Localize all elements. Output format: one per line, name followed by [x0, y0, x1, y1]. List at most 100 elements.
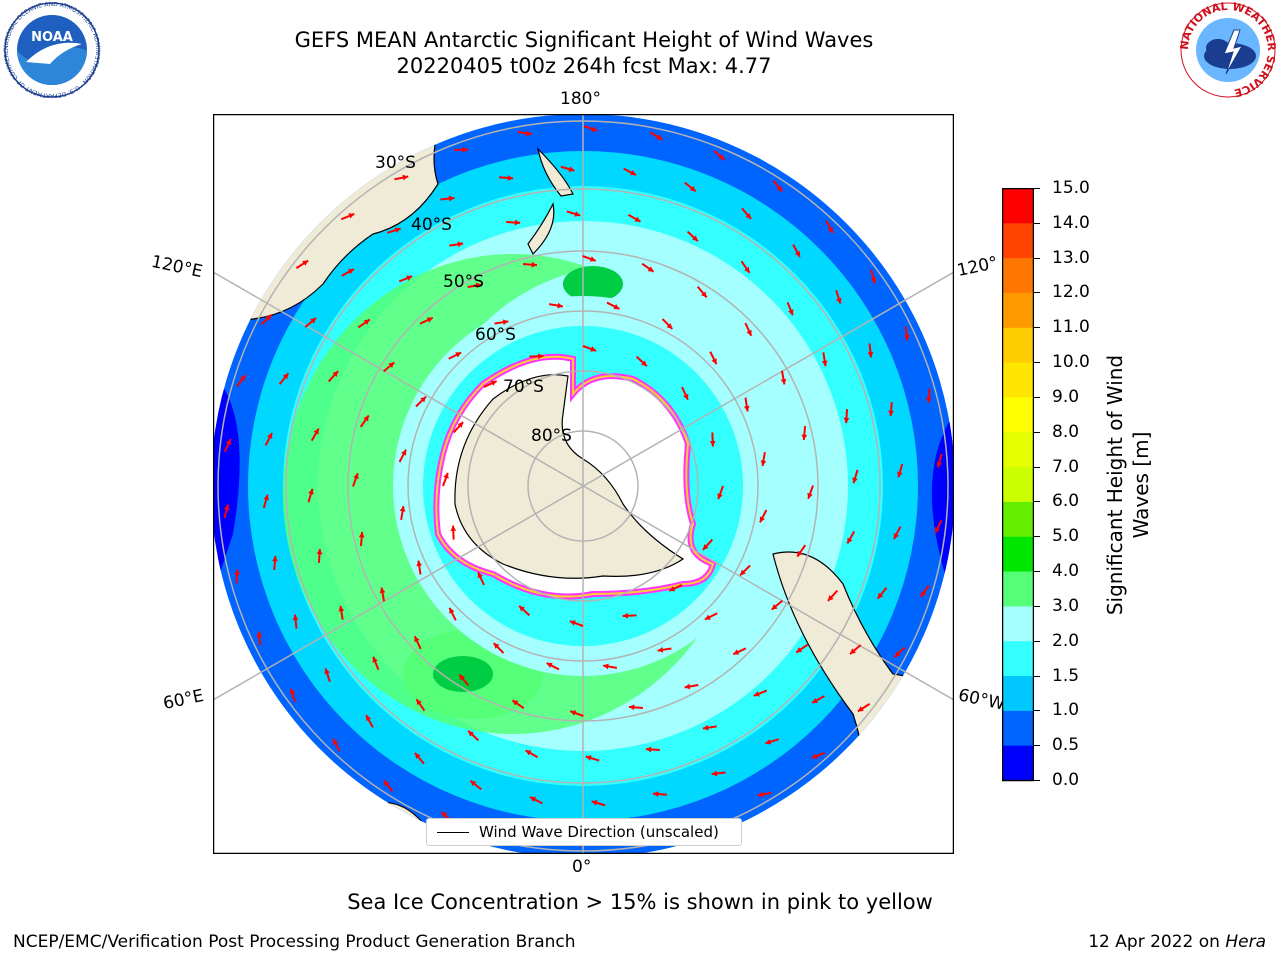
wave-arrow-head — [457, 422, 464, 428]
wave-arrow-head — [811, 753, 818, 759]
wave-arrow-head — [282, 373, 289, 380]
wave-arrow-head — [347, 269, 354, 275]
wave-arrow-head — [443, 472, 449, 479]
colorbar-tick-mark — [1034, 571, 1040, 573]
wave-arrow-head — [759, 516, 765, 523]
wave-arrow-head — [683, 393, 689, 400]
wave-arrow-head — [457, 241, 464, 248]
wave-arrow-head — [289, 688, 296, 695]
wave-arrow-head — [692, 235, 698, 242]
wave-arrow-head — [669, 586, 676, 592]
wave-arrow-head — [760, 460, 767, 466]
colorbar-tick-label: 4.0 — [1052, 561, 1080, 582]
wave-arrow-head — [701, 291, 707, 298]
wave-arrow-head — [765, 739, 772, 745]
wave-arrow-head — [590, 346, 597, 352]
lat-label-40s: 40°S — [411, 215, 452, 235]
wave-arrow-head — [449, 607, 455, 614]
colorbar-tick-label: 0.0 — [1052, 770, 1080, 790]
lon-label-upper-right: 120° — [955, 252, 1000, 282]
colorbar-tick-mark — [1034, 675, 1040, 677]
wave-arrow-head — [827, 595, 834, 601]
wave-arrow-head — [788, 309, 794, 316]
wave-arrow-head — [821, 360, 828, 367]
colorbar-tick-label: 12.0 — [1052, 282, 1090, 303]
wave-arrow-head — [507, 175, 514, 181]
colorbar-segment — [1002, 327, 1034, 363]
colorbar-tick-label: 11.0 — [1052, 317, 1090, 338]
wave-arrow-head — [666, 323, 673, 329]
wave-arrow-head — [353, 473, 359, 480]
colorbar-tick-label: 5.0 — [1052, 526, 1080, 547]
colorbar-tick-mark — [1034, 431, 1040, 433]
wave-arrow-head — [416, 699, 422, 706]
wave-arrow-head — [459, 674, 465, 681]
wave-arrow-head — [877, 592, 884, 599]
colorbar-tick-mark — [1034, 640, 1040, 642]
wave-arrow-head — [383, 780, 390, 787]
colorbar-segment — [1002, 188, 1034, 224]
wave-arrow-head — [591, 126, 598, 132]
colorbar-segment — [1002, 222, 1034, 259]
wave-arrow-head — [657, 646, 664, 653]
legend-line-swatch — [437, 832, 469, 833]
noaa-logo: NATIONAL OCEANIC AND ATMOSPHERIC ADMINIS… — [2, 2, 101, 98]
wave-arrow-head — [807, 492, 813, 499]
colorbar-tick-mark — [1034, 396, 1040, 398]
wave-arrow-head — [338, 605, 345, 612]
wave-arrow-head — [448, 195, 455, 202]
lat-label-50s: 50°S — [443, 272, 484, 292]
sea-ice-note: Sea Ice Concentration > 15% is shown in … — [347, 890, 933, 914]
colorbar-segment — [1002, 466, 1034, 502]
wave-arrow-head — [847, 537, 853, 544]
wave-arrow-head — [538, 353, 544, 360]
wave-arrow-head — [684, 683, 691, 690]
wave-arrow-head — [645, 746, 652, 753]
wave-arrow-head — [388, 362, 395, 368]
colorbar-tick-mark — [1034, 710, 1040, 712]
wave-arrow-head — [333, 738, 339, 745]
wave-arrow-head — [740, 569, 746, 576]
colorbar-tick-mark — [1034, 466, 1040, 468]
colorbar-segment — [1002, 431, 1034, 468]
wave-arrow-head — [652, 791, 659, 797]
wave-arrow-head — [525, 750, 532, 756]
wave-arrow-head — [852, 477, 858, 484]
wave-arrow-head — [757, 791, 764, 798]
wave-arrow-head — [718, 154, 725, 160]
colorbar-tick-label: 3.0 — [1052, 595, 1080, 616]
chart-title-line2: 20220405 t00z 264h fcst Max: 4.77 — [396, 54, 772, 78]
colorbar-tick-mark — [1034, 501, 1040, 503]
colorbar-tick-mark — [1034, 536, 1040, 538]
wave-arrow-head — [589, 256, 596, 262]
wave-arrow-head — [332, 371, 339, 377]
wave-arrow-head — [702, 724, 709, 731]
wave-arrow-head — [709, 441, 716, 447]
wave-arrow-head — [363, 415, 369, 422]
wave-arrow-head — [292, 614, 299, 621]
wave-arrow-head — [239, 375, 246, 382]
wave-arrow-head — [591, 800, 598, 806]
wave-arrow-head — [514, 219, 521, 226]
colorbar-tick-mark — [1034, 362, 1040, 364]
colorbar-tick-mark — [1034, 327, 1040, 329]
wave-arrow-head — [780, 378, 787, 385]
wave-arrow-head — [656, 134, 663, 140]
wave-arrow-head — [234, 569, 240, 575]
wave-arrow-head — [372, 656, 378, 663]
footer-host: Hera — [1225, 932, 1266, 952]
colorbar-segment — [1002, 571, 1034, 607]
wave-arrow-head — [267, 432, 273, 439]
wave-arrow-head — [717, 493, 723, 500]
wave-arrow-head — [920, 590, 927, 597]
lat-label-80s: 80°S — [531, 426, 572, 446]
polar-map: 30°S 40°S 50°S 60°S 70°S 80°S — [213, 114, 954, 854]
colorbar-tick-mark — [1034, 222, 1040, 224]
lat-label-70s: 70°S — [503, 377, 544, 397]
wave-arrow-head — [402, 174, 409, 181]
wave-arrow-head — [850, 648, 856, 655]
wave-arrow-head — [441, 812, 448, 818]
colorbar-tick-mark — [1034, 257, 1040, 259]
wave-arrow-head — [702, 544, 709, 550]
wave-arrow-head — [531, 261, 538, 268]
